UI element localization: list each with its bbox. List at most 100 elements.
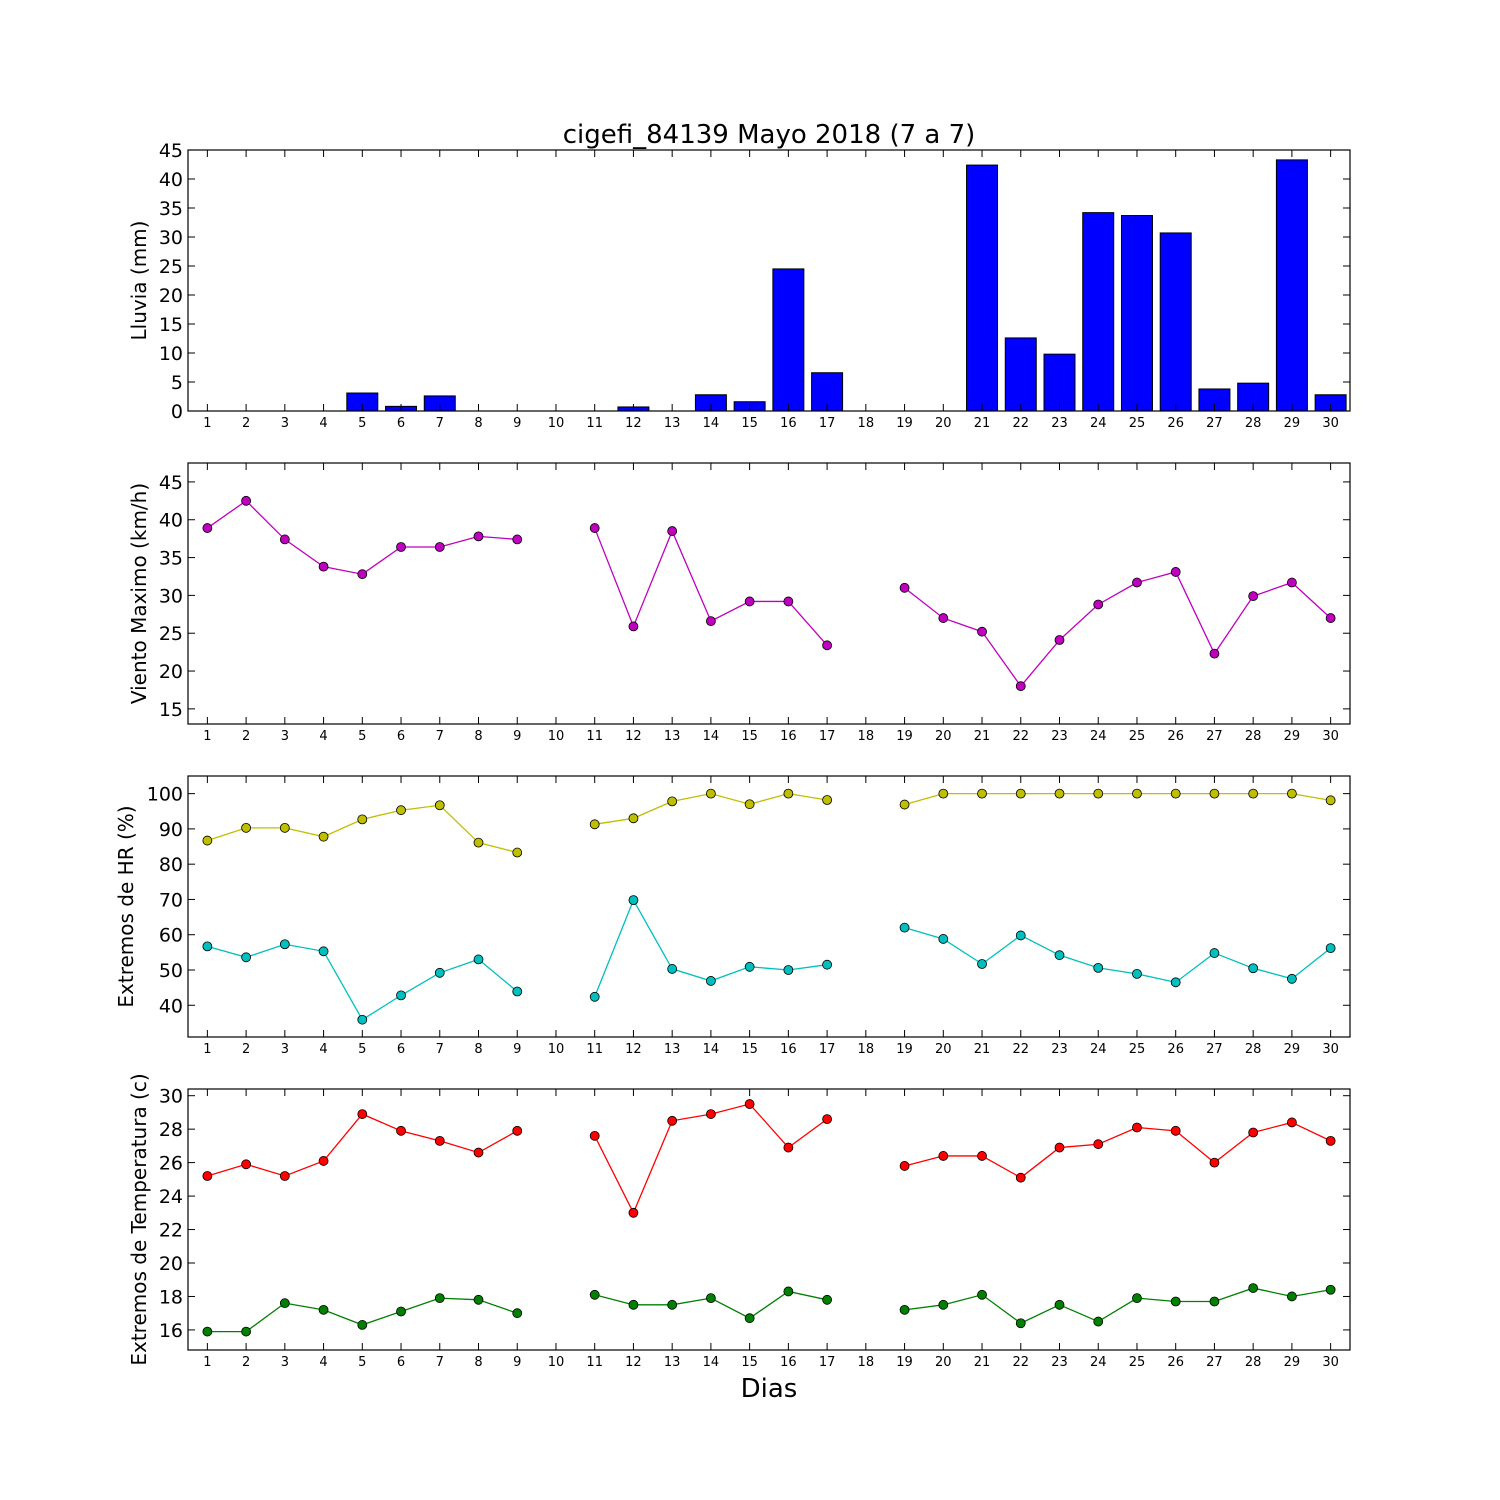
series-1-point-day-8 <box>473 1147 484 1158</box>
y-tick-label: 70 <box>159 889 183 911</box>
x-tick-label: 20 <box>935 1042 952 1057</box>
y-tick-label: 40 <box>159 169 183 191</box>
axes-frame <box>187 149 1351 412</box>
series-2-point-day-3 <box>279 939 290 950</box>
series-2-point-day-17 <box>822 959 832 970</box>
series-1-line-segment-3 <box>904 792 1331 806</box>
chart-title: cigefi_84139 Mayo 2018 (7 a 7) <box>563 120 976 150</box>
series-1-line-segment-3 <box>904 1121 1331 1179</box>
x-tick-label: 23 <box>1051 729 1068 744</box>
series-2-point-day-2 <box>241 1326 252 1337</box>
series-2-point-day-4 <box>318 946 329 957</box>
x-tick-label: 14 <box>703 1355 720 1370</box>
series-2-point-day-28 <box>1248 963 1259 974</box>
x-tick-label: 22 <box>1012 1355 1029 1370</box>
series-1-point-day-15 <box>744 596 755 607</box>
x-tick-label: 7 <box>436 1355 444 1370</box>
series-2-point-day-4 <box>318 1304 329 1315</box>
series-1-point-day-13 <box>667 526 678 536</box>
x-tick-label: 12 <box>625 729 642 744</box>
series-1-point-day-17 <box>822 640 832 651</box>
series-1-point-day-27 <box>1209 788 1220 799</box>
x-tick-label: 25 <box>1129 1042 1146 1057</box>
x-tick-label: 24 <box>1090 729 1107 744</box>
x-tick-label: 22 <box>1012 416 1029 431</box>
series-2-point-day-30 <box>1325 943 1336 954</box>
series-2-point-day-14 <box>706 976 716 986</box>
x-tick-label: 5 <box>358 1042 366 1057</box>
x-tick-label: 29 <box>1284 729 1301 744</box>
x-tick-label: 8 <box>474 416 482 431</box>
x-tick-label: 17 <box>819 1042 836 1057</box>
x-tick-label: 6 <box>397 729 405 744</box>
series-1-point-day-22 <box>1015 1172 1026 1183</box>
y-tick-label: 20 <box>159 285 183 307</box>
series-1-point-day-3 <box>279 822 290 833</box>
series-2-point-day-8 <box>473 1294 484 1305</box>
x-tick-label: 16 <box>780 729 797 744</box>
y-tick-label: 22 <box>159 1220 183 1242</box>
x-tick-label: 27 <box>1206 416 1223 431</box>
x-axis-label: Dias <box>741 1374 798 1404</box>
series-1-point-day-5 <box>357 569 368 580</box>
series-1-point-day-14 <box>706 788 716 799</box>
x-tick-label: 18 <box>858 1355 875 1370</box>
x-tick-label: 15 <box>741 1355 758 1370</box>
series-2-point-day-26 <box>1170 1296 1181 1307</box>
series-1-point-day-29 <box>1287 577 1297 588</box>
series-1-point-day-4 <box>318 1156 329 1166</box>
series-1-line-segment-1 <box>206 499 518 575</box>
series-1-point-day-6 <box>396 542 406 552</box>
series-1-point-day-12 <box>628 1207 639 1218</box>
x-tick-label: 9 <box>513 1042 521 1057</box>
x-tick-label: 1 <box>203 416 211 431</box>
x-tick-label: 9 <box>513 1355 521 1370</box>
series-2-point-day-16 <box>783 965 794 975</box>
series-1-line-segment-3 <box>904 571 1332 688</box>
series-1-point-day-15 <box>744 799 755 810</box>
x-tick-label: 26 <box>1167 1355 1184 1370</box>
y-tick-label: 25 <box>159 256 183 278</box>
x-tick-label: 20 <box>935 416 952 431</box>
x-tick-label: 20 <box>935 1355 952 1370</box>
series-2-point-day-22 <box>1015 930 1026 941</box>
x-tick-label: 30 <box>1322 729 1339 744</box>
axes-frame <box>187 462 1351 725</box>
series-1-point-day-22 <box>1015 788 1026 799</box>
x-tick-label: 6 <box>397 1355 405 1370</box>
series-2-point-day-12 <box>628 1299 639 1310</box>
series-1-point-day-7 <box>434 800 445 811</box>
x-tick-label: 9 <box>513 729 521 744</box>
x-tick-label: 2 <box>242 1042 250 1057</box>
series-1-point-day-20 <box>938 788 949 799</box>
x-tick-label: 13 <box>664 729 681 744</box>
series-2-point-day-3 <box>279 1298 290 1309</box>
series-2-point-day-20 <box>938 934 949 944</box>
series-1-point-day-17 <box>822 795 832 805</box>
y-tick-label: 40 <box>159 510 183 532</box>
series-1-point-day-26 <box>1170 567 1181 577</box>
x-tick-label: 21 <box>974 1042 991 1057</box>
x-tick-label: 10 <box>548 416 565 431</box>
series-1-point-day-29 <box>1287 1117 1297 1128</box>
series-2-point-day-5 <box>357 1014 368 1025</box>
series-1-point-day-17 <box>822 1114 832 1125</box>
series-1-point-day-11 <box>589 1130 600 1141</box>
y-tick-label: 26 <box>159 1153 183 1175</box>
series-2-point-day-13 <box>667 1299 678 1310</box>
y-tick-label: 16 <box>159 1320 183 1342</box>
y-tick-label: 40 <box>159 995 183 1017</box>
x-tick-label: 24 <box>1090 416 1107 431</box>
series-1-point-day-22 <box>1015 681 1026 692</box>
bar-day-26 <box>1159 232 1192 412</box>
series-2-point-day-19 <box>899 922 910 933</box>
axes-frame <box>187 775 1351 1038</box>
series-1-point-day-19 <box>899 799 910 810</box>
series-1-line-segment-1 <box>207 804 518 854</box>
series-2-point-day-16 <box>783 1286 794 1297</box>
series-1-point-day-7 <box>434 1135 445 1146</box>
x-tick-label: 10 <box>548 729 565 744</box>
series-2-point-day-7 <box>434 967 445 978</box>
x-tick-label: 11 <box>586 416 603 431</box>
x-tick-label: 3 <box>281 416 289 431</box>
